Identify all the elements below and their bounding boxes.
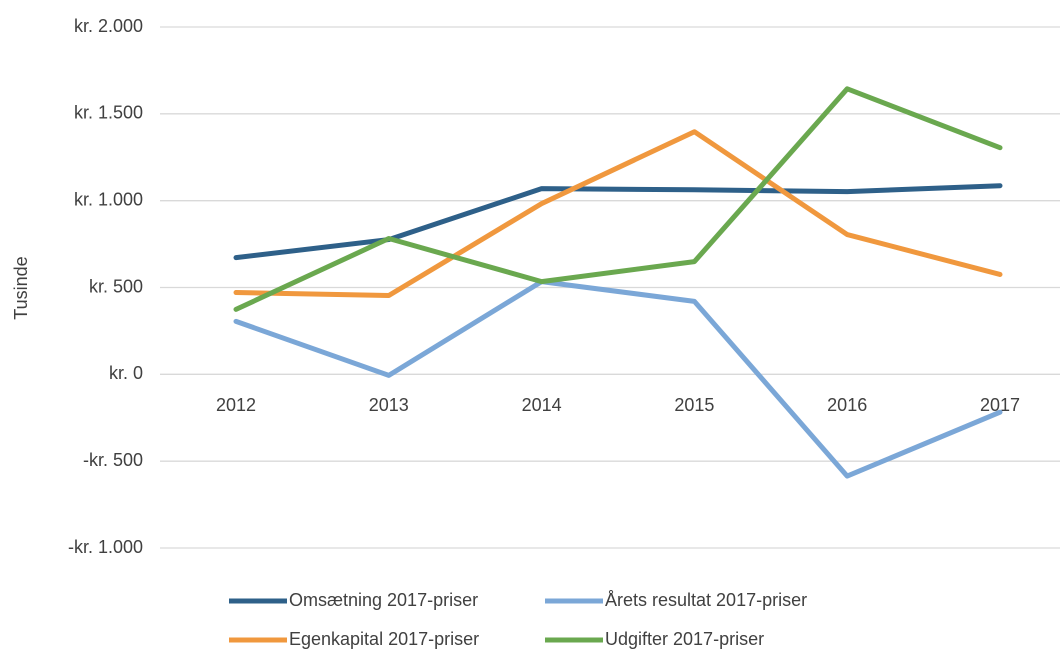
legend-label: Omsætning 2017-priser (289, 590, 478, 610)
y-tick-label: kr. 500 (89, 276, 143, 296)
y-axis-title: Tusinde (11, 256, 31, 319)
series-line (233, 183, 1003, 261)
series-line (233, 86, 1003, 312)
x-tick-label: 2012 (216, 395, 256, 415)
series-line (233, 279, 1003, 479)
y-tick-label: kr. 1.000 (74, 189, 143, 209)
legend-label: Årets resultat 2017-priser (605, 590, 807, 610)
x-tick-label: 2017 (980, 395, 1020, 415)
y-tick-label: -kr. 1.000 (68, 537, 143, 557)
x-tick-label: 2016 (827, 395, 867, 415)
series-line (233, 129, 1003, 298)
x-tick-label: 2013 (369, 395, 409, 415)
x-tick-label: 2015 (674, 395, 714, 415)
y-tick-label: -kr. 500 (83, 450, 143, 470)
y-tick-label: kr. 0 (109, 363, 143, 383)
x-tick-label: 2014 (522, 395, 562, 415)
y-tick-label: kr. 1.500 (74, 103, 143, 123)
legend-label: Udgifter 2017-priser (605, 629, 764, 649)
legend-label: Egenkapital 2017-priser (289, 629, 479, 649)
y-tick-label: kr. 2.000 (74, 16, 143, 36)
